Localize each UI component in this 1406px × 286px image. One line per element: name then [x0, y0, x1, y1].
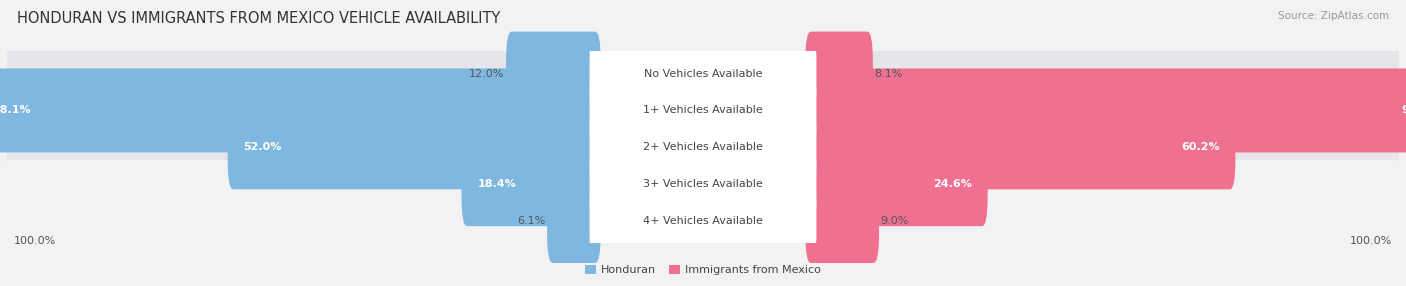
- FancyBboxPatch shape: [3, 86, 1403, 208]
- Text: Source: ZipAtlas.com: Source: ZipAtlas.com: [1278, 11, 1389, 21]
- FancyBboxPatch shape: [589, 105, 817, 189]
- Legend: Honduran, Immigrants from Mexico: Honduran, Immigrants from Mexico: [581, 261, 825, 280]
- FancyBboxPatch shape: [806, 105, 1236, 189]
- FancyBboxPatch shape: [806, 31, 873, 116]
- FancyBboxPatch shape: [3, 160, 1403, 282]
- Text: 12.0%: 12.0%: [470, 69, 505, 79]
- Text: 24.6%: 24.6%: [932, 179, 972, 189]
- FancyBboxPatch shape: [589, 31, 817, 116]
- FancyBboxPatch shape: [461, 142, 600, 226]
- FancyBboxPatch shape: [3, 12, 1403, 135]
- Text: 2+ Vehicles Available: 2+ Vehicles Available: [643, 142, 763, 152]
- Text: HONDURAN VS IMMIGRANTS FROM MEXICO VEHICLE AVAILABILITY: HONDURAN VS IMMIGRANTS FROM MEXICO VEHIC…: [17, 11, 501, 26]
- Text: 88.1%: 88.1%: [0, 106, 31, 116]
- Text: 8.1%: 8.1%: [875, 69, 903, 79]
- FancyBboxPatch shape: [589, 68, 817, 152]
- FancyBboxPatch shape: [3, 49, 1403, 172]
- Text: 100.0%: 100.0%: [14, 236, 56, 246]
- FancyBboxPatch shape: [0, 68, 600, 152]
- FancyBboxPatch shape: [3, 123, 1403, 245]
- Text: 9.0%: 9.0%: [880, 216, 908, 226]
- Text: 60.2%: 60.2%: [1181, 142, 1219, 152]
- Text: 1+ Vehicles Available: 1+ Vehicles Available: [643, 106, 763, 116]
- FancyBboxPatch shape: [589, 179, 817, 263]
- FancyBboxPatch shape: [547, 179, 600, 263]
- Text: 100.0%: 100.0%: [1350, 236, 1392, 246]
- FancyBboxPatch shape: [228, 105, 600, 189]
- Text: 4+ Vehicles Available: 4+ Vehicles Available: [643, 216, 763, 226]
- FancyBboxPatch shape: [806, 179, 879, 263]
- FancyBboxPatch shape: [806, 68, 1406, 152]
- Text: 3+ Vehicles Available: 3+ Vehicles Available: [643, 179, 763, 189]
- Text: 52.0%: 52.0%: [243, 142, 283, 152]
- Text: 6.1%: 6.1%: [517, 216, 546, 226]
- FancyBboxPatch shape: [589, 142, 817, 226]
- FancyBboxPatch shape: [806, 142, 987, 226]
- Text: 18.4%: 18.4%: [478, 179, 516, 189]
- FancyBboxPatch shape: [506, 31, 600, 116]
- Text: No Vehicles Available: No Vehicles Available: [644, 69, 762, 79]
- Text: 91.9%: 91.9%: [1402, 106, 1406, 116]
